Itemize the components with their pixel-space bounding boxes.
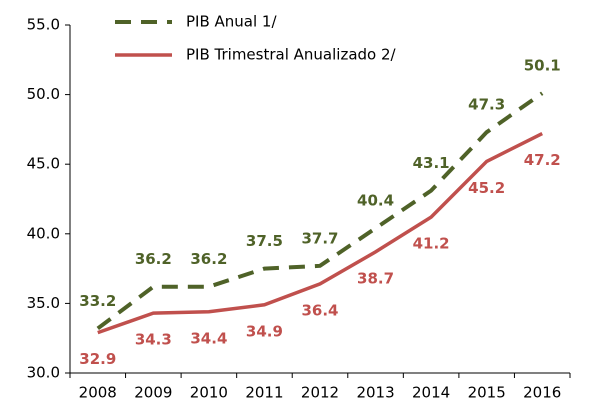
legend-label: PIB Anual 1/ [186, 13, 277, 31]
data-label: 37.5 [246, 232, 283, 250]
x-tick-label: 2014 [412, 384, 450, 402]
data-label: 41.2 [413, 235, 450, 253]
x-tick-label: 2012 [301, 384, 339, 402]
y-tick-label: 30.0 [27, 364, 60, 382]
data-label: 34.3 [135, 331, 172, 349]
data-label: 47.3 [468, 96, 505, 114]
data-label: 38.7 [357, 269, 394, 287]
data-label: 34.4 [190, 329, 227, 347]
y-tick-label: 40.0 [27, 224, 60, 242]
x-tick-label: 2013 [356, 384, 394, 402]
x-tick-label: 2009 [134, 384, 172, 402]
y-tick-label: 55.0 [27, 16, 60, 34]
data-label: 47.2 [524, 151, 561, 169]
data-label: 40.4 [357, 192, 394, 210]
data-label: 36.4 [301, 301, 338, 319]
y-tick-label: 50.0 [27, 85, 60, 103]
series-line [97, 132, 544, 335]
data-label: 34.9 [246, 322, 283, 340]
data-label: 45.2 [468, 179, 505, 197]
y-tick-label: 35.0 [27, 294, 60, 312]
data-label: 36.2 [190, 250, 227, 268]
data-label: 36.2 [135, 250, 172, 268]
x-tick-label: 2016 [523, 384, 561, 402]
series-line [96, 91, 544, 331]
x-tick-label: 2010 [190, 384, 228, 402]
y-tick-label: 45.0 [27, 155, 60, 173]
data-label: 50.1 [524, 57, 561, 75]
data-label: 33.2 [79, 292, 116, 310]
data-label: 32.9 [79, 350, 116, 368]
legend-label: PIB Trimestral Anualizado 2/ [186, 46, 397, 64]
data-label: 37.7 [301, 229, 338, 247]
x-tick-label: 2011 [245, 384, 283, 402]
x-tick-label: 2008 [79, 384, 117, 402]
x-tick-label: 2015 [468, 384, 506, 402]
data-label: 43.1 [413, 154, 450, 172]
